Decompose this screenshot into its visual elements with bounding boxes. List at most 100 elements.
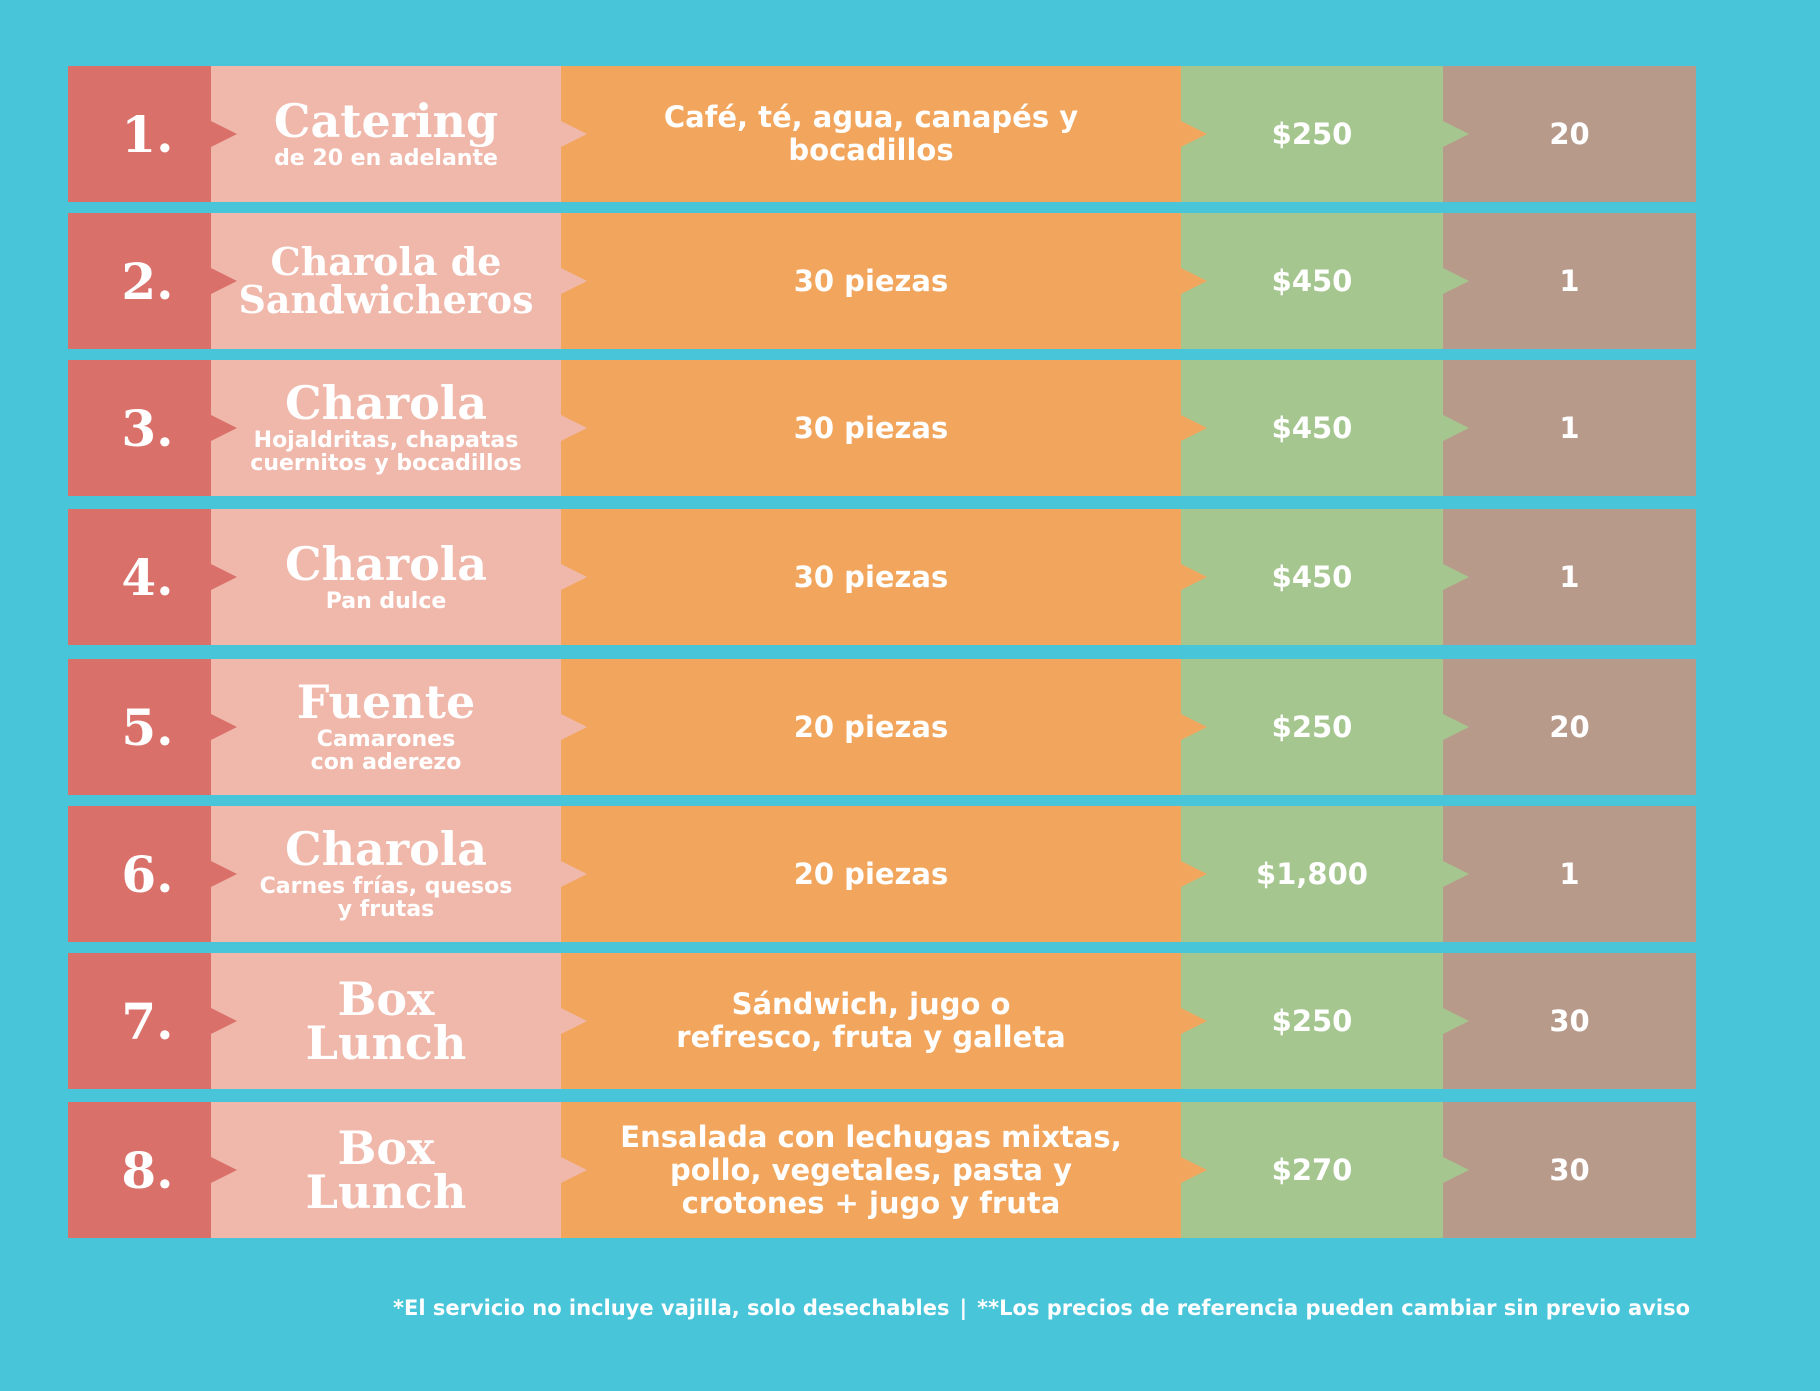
chevron-right-icon	[211, 861, 237, 887]
footnote-prices: **Los precios de referencia pueden cambi…	[977, 1296, 1690, 1320]
item-price-cell: $450	[1181, 360, 1443, 496]
chevron-right-icon	[1443, 268, 1469, 294]
item-description: 30 piezas	[793, 559, 949, 594]
chevron-right-icon	[1443, 714, 1469, 740]
item-price: $250	[1271, 117, 1353, 151]
chevron-right-icon	[1181, 268, 1207, 294]
item-description-cell: Café, té, agua, canapés y bocadillos	[561, 66, 1181, 202]
item-number-cell: 7.	[68, 953, 211, 1089]
chevron-right-icon	[1443, 1157, 1469, 1183]
item-quantity-cell: 20	[1443, 659, 1696, 795]
item-description-cell: 30 piezas	[561, 213, 1181, 349]
item-price: $250	[1271, 710, 1353, 744]
chevron-right-icon	[561, 1008, 587, 1034]
item-quantity: 1	[1559, 560, 1580, 594]
item-description-cell: 20 piezas	[561, 659, 1181, 795]
menu-row-1: 1. Catering de 20 en adelante Café, té, a…	[68, 66, 1696, 202]
menu-row-6: 6. Charola Carnes frías, quesos y frutas …	[68, 806, 1696, 942]
item-description: Ensalada con lechugas mixtas, pollo, veg…	[620, 1119, 1122, 1220]
item-quantity: 30	[1549, 1004, 1590, 1038]
item-price-cell: $250	[1181, 953, 1443, 1089]
item-price: $250	[1271, 1004, 1353, 1038]
item-price-cell: $250	[1181, 66, 1443, 202]
item-price: $450	[1271, 411, 1353, 445]
item-number-cell: 6.	[68, 806, 211, 942]
item-subtitle: Camarones con aderezo	[310, 727, 462, 775]
item-quantity: 1	[1559, 264, 1580, 298]
item-name-cell: Box Lunch	[211, 953, 561, 1089]
item-quantity: 1	[1559, 857, 1580, 891]
item-name-cell: Charola Pan dulce	[211, 509, 561, 645]
item-number-cell: 2.	[68, 213, 211, 349]
chevron-right-icon	[1443, 415, 1469, 441]
item-title: Charola	[284, 822, 488, 876]
item-name-cell: Fuente Camarones con aderezo	[211, 659, 561, 795]
chevron-right-icon	[211, 564, 237, 590]
chevron-right-icon	[1443, 1008, 1469, 1034]
item-number: 2.	[121, 251, 174, 311]
item-subtitle: Carnes frías, quesos y frutas	[259, 874, 513, 922]
chevron-right-icon	[211, 714, 237, 740]
item-title: Charola de Sandwicheros	[238, 239, 534, 322]
item-number-cell: 5.	[68, 659, 211, 795]
item-quantity: 1	[1559, 411, 1580, 445]
item-quantity-cell: 1	[1443, 806, 1696, 942]
item-title: Box Lunch	[305, 972, 467, 1070]
item-subtitle: Pan dulce	[325, 588, 447, 614]
item-number: 6.	[121, 844, 174, 904]
item-price-cell: $250	[1181, 659, 1443, 795]
chevron-right-icon	[1443, 861, 1469, 887]
item-price-cell: $270	[1181, 1102, 1443, 1238]
item-number: 8.	[121, 1140, 174, 1200]
item-number: 5.	[121, 697, 174, 757]
item-number: 3.	[121, 398, 174, 458]
chevron-right-icon	[1181, 714, 1207, 740]
item-quantity: 30	[1549, 1153, 1590, 1187]
item-price-cell: $1,800	[1181, 806, 1443, 942]
item-description-cell: 30 piezas	[561, 509, 1181, 645]
item-quantity: 20	[1549, 117, 1590, 151]
chevron-right-icon	[561, 861, 587, 887]
item-subtitle: de 20 en adelante	[274, 145, 498, 171]
chevron-right-icon	[1181, 1157, 1207, 1183]
item-name-cell: Catering de 20 en adelante	[211, 66, 561, 202]
item-quantity-cell: 20	[1443, 66, 1696, 202]
item-price: $450	[1271, 560, 1353, 594]
chevron-right-icon	[561, 268, 587, 294]
menu-row-5: 5. Fuente Camarones con aderezo 20 piezas…	[68, 659, 1696, 795]
item-quantity-cell: 30	[1443, 953, 1696, 1089]
item-quantity: 20	[1549, 710, 1590, 744]
item-name-cell: Charola de Sandwicheros	[211, 213, 561, 349]
chevron-right-icon	[561, 1157, 587, 1183]
item-name-cell: Charola Carnes frías, quesos y frutas	[211, 806, 561, 942]
chevron-right-icon	[211, 1008, 237, 1034]
item-title: Catering	[273, 93, 499, 148]
item-description: 20 piezas	[793, 709, 949, 744]
chevron-right-icon	[1181, 1008, 1207, 1034]
item-title: Charola	[284, 536, 488, 591]
menu-row-4: 4. Charola Pan dulce 30 piezas $450 1	[68, 509, 1696, 645]
footnote-separator: |	[959, 1296, 968, 1320]
item-price: $1,800	[1256, 857, 1368, 891]
menu-row-7: 7. Box Lunch Sándwich, jugo o refresco, …	[68, 953, 1696, 1089]
footnote-disposables: *El servicio no incluye vajilla, solo de…	[393, 1296, 950, 1320]
item-description: 30 piezas	[793, 410, 949, 445]
menu-row-8: 8. Box Lunch Ensalada con lechugas mixta…	[68, 1102, 1696, 1238]
item-price: $450	[1271, 264, 1353, 298]
item-description-cell: Sándwich, jugo o refresco, fruta y galle…	[561, 953, 1181, 1089]
item-description: 30 piezas	[793, 263, 949, 298]
chevron-right-icon	[561, 564, 587, 590]
item-quantity-cell: 1	[1443, 360, 1696, 496]
chevron-right-icon	[1443, 121, 1469, 147]
item-description: Sándwich, jugo o refresco, fruta y galle…	[676, 987, 1066, 1054]
chevron-right-icon	[1181, 121, 1207, 147]
menu-row-2: 2. Charola de Sandwicheros 30 piezas $45…	[68, 213, 1696, 349]
item-number-cell: 8.	[68, 1102, 211, 1238]
item-price: $270	[1271, 1153, 1353, 1187]
chevron-right-icon	[1181, 564, 1207, 590]
item-description-cell: Ensalada con lechugas mixtas, pollo, veg…	[561, 1102, 1181, 1238]
item-title: Fuente	[296, 675, 476, 729]
item-number-cell: 3.	[68, 360, 211, 496]
item-number-cell: 1.	[68, 66, 211, 202]
item-name-cell: Box Lunch	[211, 1102, 561, 1238]
